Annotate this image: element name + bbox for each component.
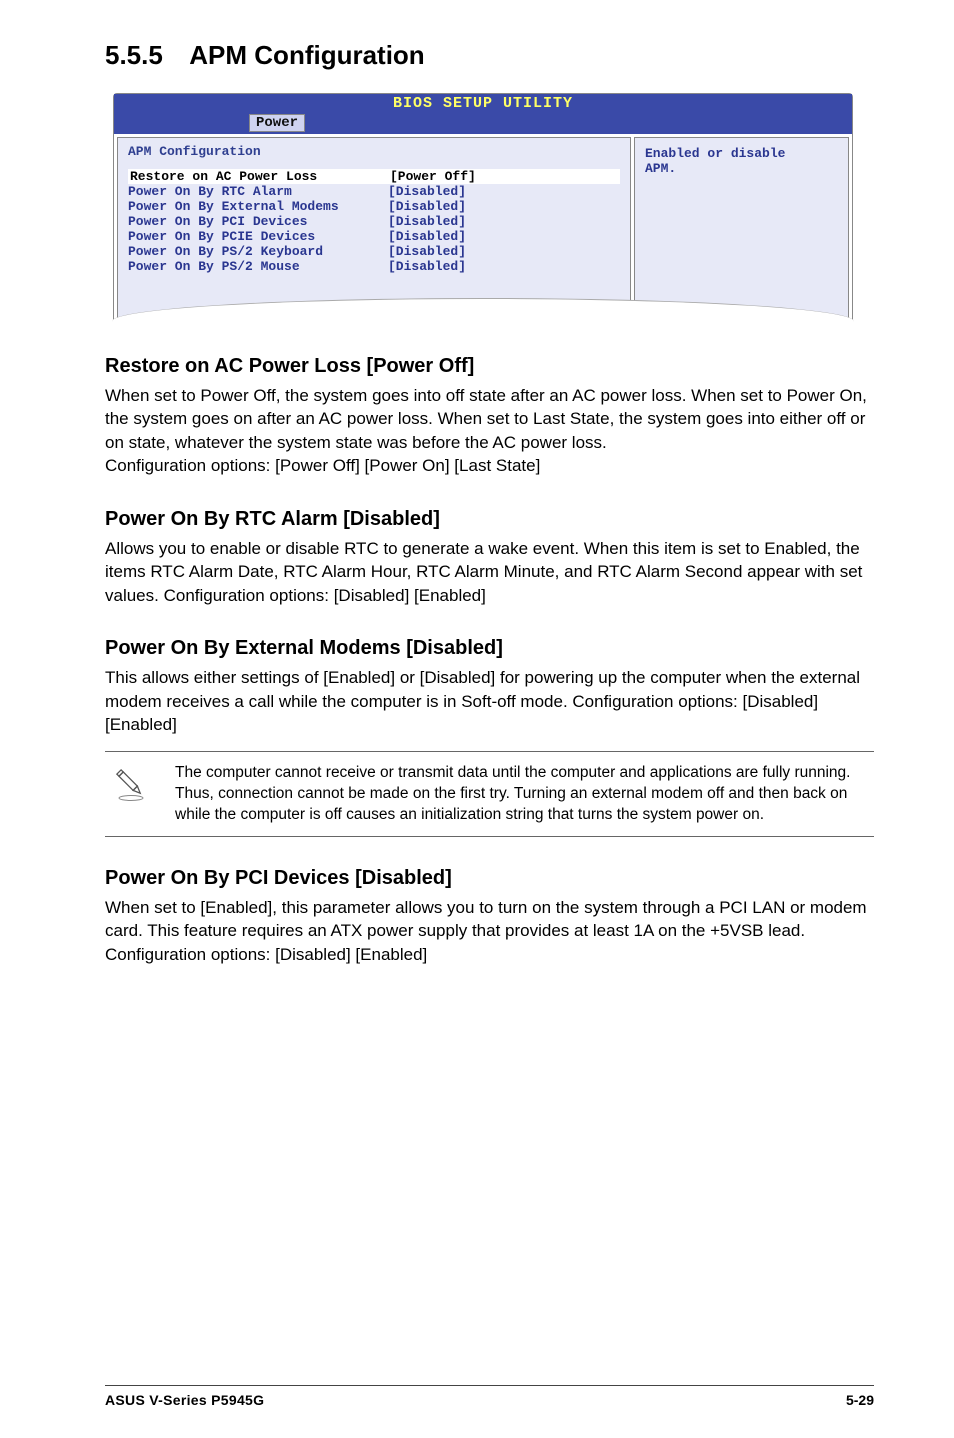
bios-setting-value[interactable]: [Disabled]: [388, 184, 466, 199]
bios-setting-label: Power On By PCIE Devices: [128, 229, 388, 244]
note-box: The computer cannot receive or transmit …: [105, 751, 874, 837]
footer-right: 5-29: [846, 1392, 874, 1408]
bios-left-pane: APM Configuration Restore on AC Power Lo…: [117, 137, 631, 321]
bios-help-pane: Enabled or disable APM.: [634, 137, 849, 321]
bios-setting-row[interactable]: Power On By PS/2 Mouse[Disabled]: [128, 259, 620, 274]
page-footer: ASUS V-Series P5945G 5-29: [105, 1385, 874, 1408]
subhead-ext-modems: Power On By External Modems [Disabled]: [105, 637, 874, 660]
bios-setting-value[interactable]: [Disabled]: [388, 259, 466, 274]
bios-setting-row[interactable]: Power On By External Modems[Disabled]: [128, 199, 620, 214]
bios-help-line1: Enabled or disable: [645, 146, 838, 161]
bios-header: BIOS SETUP UTILITY: [114, 94, 852, 113]
section-number: 5.5.5: [105, 40, 163, 71]
bios-setting-value[interactable]: [Disabled]: [388, 214, 466, 229]
pencil-icon: [105, 762, 147, 809]
bios-setting-value[interactable]: [Disabled]: [388, 199, 466, 214]
body-pci: When set to [Enabled], this parameter al…: [105, 896, 874, 966]
bios-panel-title: APM Configuration: [128, 144, 620, 159]
bios-help-line2: APM.: [645, 161, 838, 176]
bios-setting-row[interactable]: Power On By PS/2 Keyboard[Disabled]: [128, 244, 620, 259]
bios-tab-power[interactable]: Power: [249, 114, 305, 132]
bios-body: APM Configuration Restore on AC Power Lo…: [114, 134, 852, 324]
section-title: APM Configuration: [189, 40, 424, 71]
subhead-restore: Restore on AC Power Loss [Power Off]: [105, 355, 874, 378]
bios-setting-value[interactable]: [Power Off]: [388, 169, 478, 184]
bios-setting-row[interactable]: Power On By PCIE Devices[Disabled]: [128, 229, 620, 244]
subhead-pci: Power On By PCI Devices [Disabled]: [105, 867, 874, 890]
bios-setting-value[interactable]: [Disabled]: [388, 229, 466, 244]
bios-setting-row[interactable]: Power On By PCI Devices[Disabled]: [128, 214, 620, 229]
bios-setting-label: Restore on AC Power Loss: [128, 169, 388, 184]
bios-setting-label: Power On By External Modems: [128, 199, 388, 214]
note-text: The computer cannot receive or transmit …: [175, 762, 874, 826]
bios-setting-label: Power On By PS/2 Mouse: [128, 259, 388, 274]
bios-setting-label: Power On By RTC Alarm: [128, 184, 388, 199]
body-rtc: Allows you to enable or disable RTC to g…: [105, 537, 874, 607]
section-header: 5.5.5 APM Configuration: [105, 40, 874, 71]
bios-setting-row[interactable]: Power On By RTC Alarm[Disabled]: [128, 184, 620, 199]
bios-setting-label: Power On By PS/2 Keyboard: [128, 244, 388, 259]
subhead-rtc: Power On By RTC Alarm [Disabled]: [105, 508, 874, 531]
bios-setting-value[interactable]: [Disabled]: [388, 244, 466, 259]
body-restore: When set to Power Off, the system goes i…: [105, 384, 874, 478]
footer-left: ASUS V-Series P5945G: [105, 1392, 264, 1408]
bios-setting-label: Power On By PCI Devices: [128, 214, 388, 229]
bios-setting-row[interactable]: Restore on AC Power Loss[Power Off]: [128, 169, 620, 184]
bios-panel: BIOS SETUP UTILITY Power APM Configurati…: [113, 93, 853, 325]
body-ext-modems: This allows either settings of [Enabled]…: [105, 666, 874, 736]
bios-tab-row: Power: [114, 113, 852, 134]
